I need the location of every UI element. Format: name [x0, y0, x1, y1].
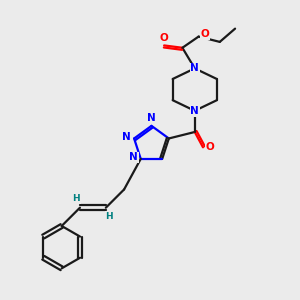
Text: N: N: [122, 132, 131, 142]
Text: O: O: [159, 33, 168, 43]
Text: O: O: [206, 142, 215, 152]
Text: O: O: [201, 29, 209, 39]
Text: N: N: [146, 113, 155, 124]
Text: N: N: [129, 152, 138, 162]
Text: N: N: [190, 63, 199, 74]
Text: H: H: [106, 212, 113, 221]
Text: N: N: [190, 106, 199, 116]
Text: H: H: [73, 194, 80, 203]
